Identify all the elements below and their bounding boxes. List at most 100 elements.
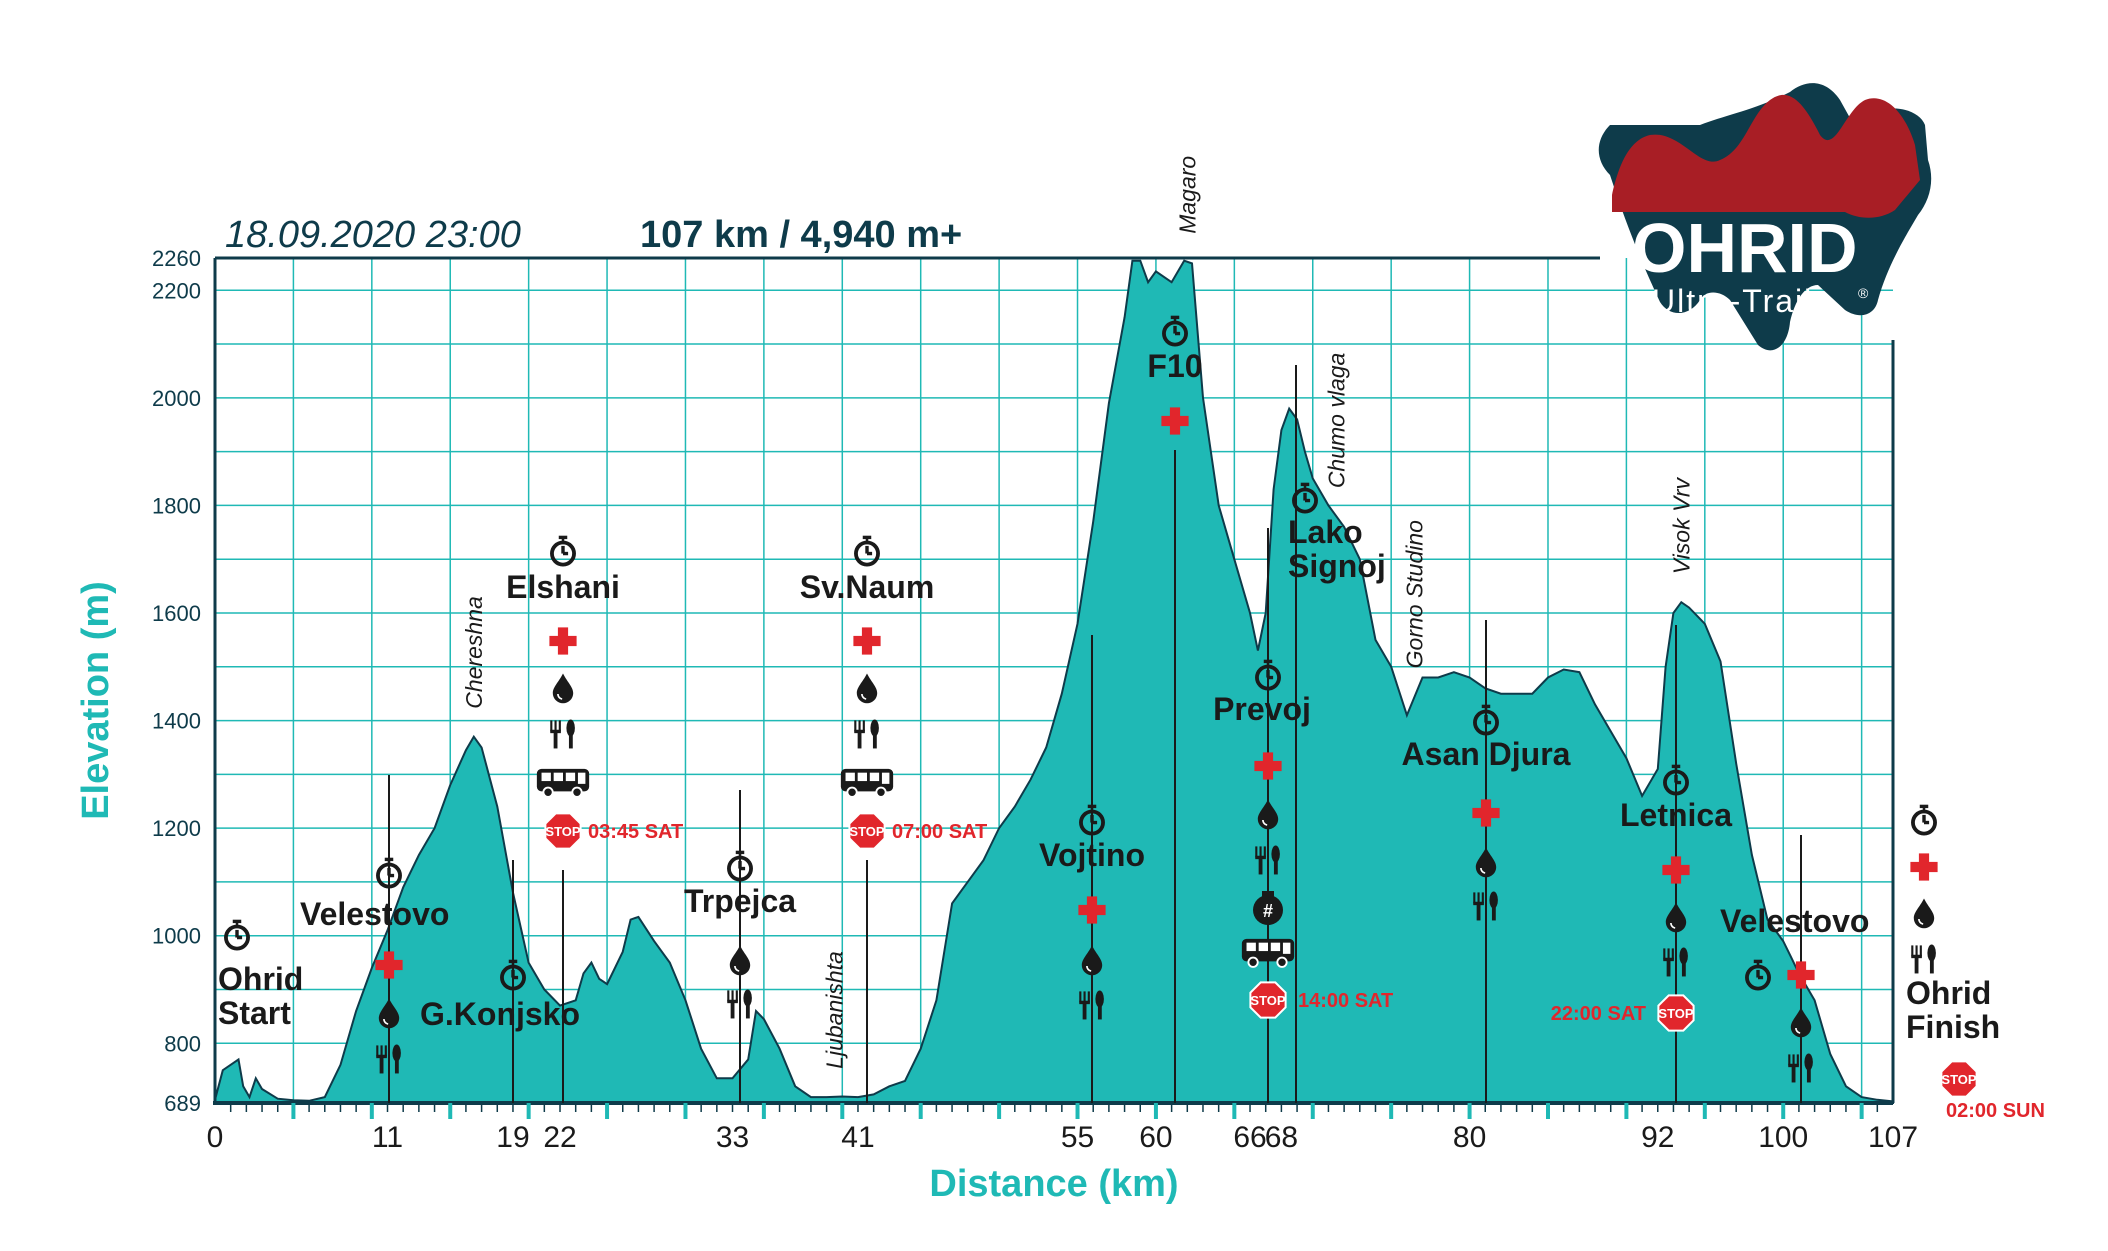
stop-sign-icon: STOP (544, 812, 582, 850)
stop-sign-shape (1940, 1060, 1978, 1098)
station-name: Start (218, 995, 291, 1031)
food-icon (854, 719, 879, 749)
x-tick-label: 11 (372, 1121, 403, 1154)
station-name: G.Konjsko (420, 996, 580, 1032)
station-name: Ohrid (1906, 975, 1991, 1011)
stop-sign-shape (544, 812, 582, 850)
cutoff-time: 22:00 SAT (1551, 1003, 1646, 1025)
peak-label: Magaro (1174, 156, 1200, 234)
station-name: Vojtino (1039, 837, 1145, 873)
station-name: Ohrid (218, 961, 303, 997)
water-icon (1912, 897, 1936, 930)
station-name: Letnica (1620, 797, 1732, 833)
x-tick-label: 41 (841, 1121, 874, 1154)
x-tick-label: 60 (1139, 1121, 1172, 1154)
timing-icon (1911, 803, 1937, 836)
medical-icon (1910, 853, 1938, 881)
water-icon (551, 672, 575, 705)
stop-sign-label: STOP (545, 824, 580, 839)
drop-bag-icon: # (1253, 891, 1283, 925)
peak-label: Visok Vrv (1668, 476, 1694, 574)
station-name: Finish (1906, 1009, 2000, 1045)
x-tick-label: 55 (1061, 1121, 1094, 1154)
bus-icon (839, 767, 895, 798)
stop-sign-shape (1657, 994, 1695, 1032)
cutoff-time: 03:45 SAT (588, 821, 683, 843)
logo-registered-mark: ® (1858, 285, 1869, 301)
x-tick-label: 92 (1641, 1121, 1674, 1154)
stop-sign-icon: STOP (1940, 1060, 1978, 1098)
x-tick-label: 100 (1758, 1121, 1808, 1154)
food-icon (550, 719, 575, 749)
station-name: F10 (1147, 348, 1202, 384)
y-tick-label: 2200 (152, 278, 201, 303)
x-tick-label: 22 (543, 1121, 576, 1154)
x-tick-label: 19 (496, 1121, 529, 1154)
logo-title: OHRID (1632, 209, 1858, 287)
timing-icon (854, 534, 880, 567)
stop-sign-icon: STOP (1657, 994, 1695, 1032)
drop-bag-neck (1262, 891, 1274, 897)
station-name: Prevoj (1213, 691, 1311, 727)
stop-sign-label: STOP (1250, 993, 1285, 1008)
peak-label: Gorno Studino (1402, 520, 1428, 669)
x-tick-label: 0 (207, 1121, 224, 1154)
x-tick-label: 68 (1265, 1121, 1298, 1154)
y-tick-label: 1600 (152, 601, 201, 626)
stop-sign-icon: STOP (848, 812, 886, 850)
water-icon (855, 672, 879, 705)
stop-sign-icon: STOP (1249, 981, 1287, 1019)
x-tick-label: 80 (1453, 1121, 1486, 1154)
peak-label: Ljubanishta (821, 951, 847, 1069)
y-tick-label: 2260 (152, 246, 201, 271)
timing-icon (224, 918, 250, 951)
ohrid-ultra-trail-logo: OHRID Ultra-Trail ® (1598, 83, 1932, 351)
station-name: Velestovo (300, 896, 449, 932)
x-tick-label: 33 (716, 1121, 749, 1154)
station-name: Trpejca (684, 883, 796, 919)
race-stats: 107 km / 4,940 m+ (640, 214, 962, 256)
drop-bag-label: # (1263, 901, 1273, 921)
y-tick-label: 1800 (152, 493, 201, 518)
grid (215, 258, 1893, 1103)
chart-header: 18.09.2020 23:00 107 km / 4,940 m+ (225, 214, 962, 256)
medical-icon (549, 627, 577, 655)
logo-subtitle: Ultra-Trail (1652, 283, 1813, 319)
station-name: Signoj (1288, 548, 1386, 584)
stop-sign-label: STOP (1941, 1072, 1976, 1087)
x-tick-label: 107 (1868, 1121, 1918, 1154)
y-tick-label: 2000 (152, 386, 201, 411)
station-name: Sv.Naum (800, 569, 935, 605)
food-icon (1911, 944, 1936, 974)
drop-bag-shape (1253, 895, 1283, 925)
peak-label: Chumo vlaga (1323, 353, 1349, 489)
station-name: Elshani (506, 569, 620, 605)
y-tick-label: 1400 (152, 709, 201, 734)
water-icon (728, 944, 752, 977)
station-markers: Chereshna Ljubanishta Magaro Chumo vlaga Gor… (218, 156, 2045, 1122)
station-name: Lako (1288, 514, 1363, 550)
peak-label: Chereshna (461, 596, 487, 709)
cutoff-time: 14:00 SAT (1298, 990, 1393, 1012)
station-name: Asan Djura (1402, 736, 1571, 772)
timing-icon (550, 534, 576, 567)
bus-icon (535, 767, 591, 798)
y-tick-label: 689 (164, 1091, 201, 1116)
stop-sign-shape (848, 812, 886, 850)
y-tick-label: 800 (164, 1031, 201, 1056)
y-tick-label: 1000 (152, 924, 201, 949)
stop-sign-label: STOP (1658, 1006, 1693, 1021)
stop-sign-label: STOP (849, 824, 884, 839)
cutoff-time: 02:00 SUN (1946, 1100, 2045, 1122)
stop-sign-shape (1249, 981, 1287, 1019)
station-name: Velestovo (1720, 903, 1869, 939)
x-axis-title: Distance (km) (929, 1163, 1178, 1205)
y-tick-label: 1200 (152, 816, 201, 841)
x-tick-label: 66 (1233, 1121, 1266, 1154)
logo-mountain (1612, 94, 1920, 218)
cutoff-time: 07:00 SAT (892, 821, 987, 843)
y-axis-title: Elevation (m) (75, 581, 117, 820)
medical-icon (853, 627, 881, 655)
